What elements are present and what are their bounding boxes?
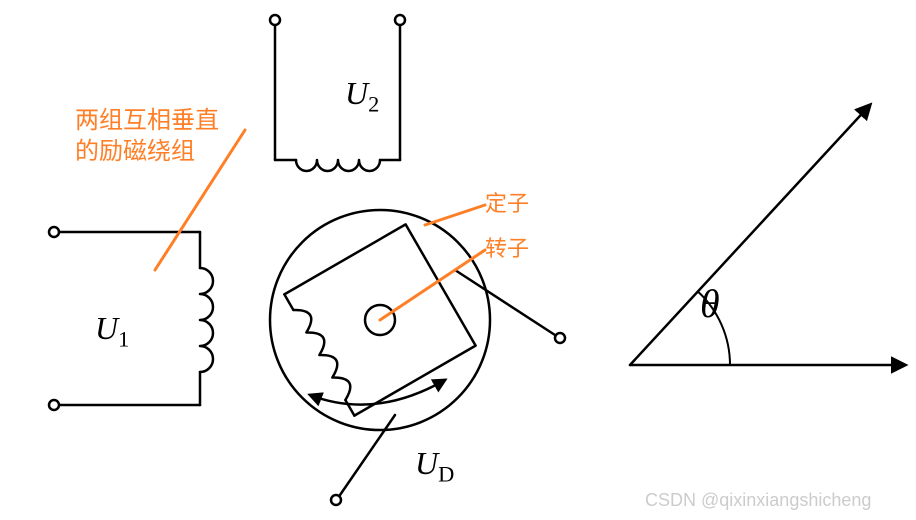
- annotation-windings: 两组互相垂直 的励磁绕组: [75, 105, 219, 167]
- label-theta: θ: [700, 280, 720, 327]
- diagram-canvas: [0, 0, 916, 520]
- watermark: CSDN @qixinxiangshicheng: [645, 490, 871, 511]
- label-u2: U2: [345, 75, 379, 117]
- label-ud: UD: [415, 445, 454, 487]
- annotation-stator: 定子: [485, 190, 529, 219]
- label-u1: U1: [95, 310, 129, 352]
- annotation-rotor: 转子: [485, 235, 529, 264]
